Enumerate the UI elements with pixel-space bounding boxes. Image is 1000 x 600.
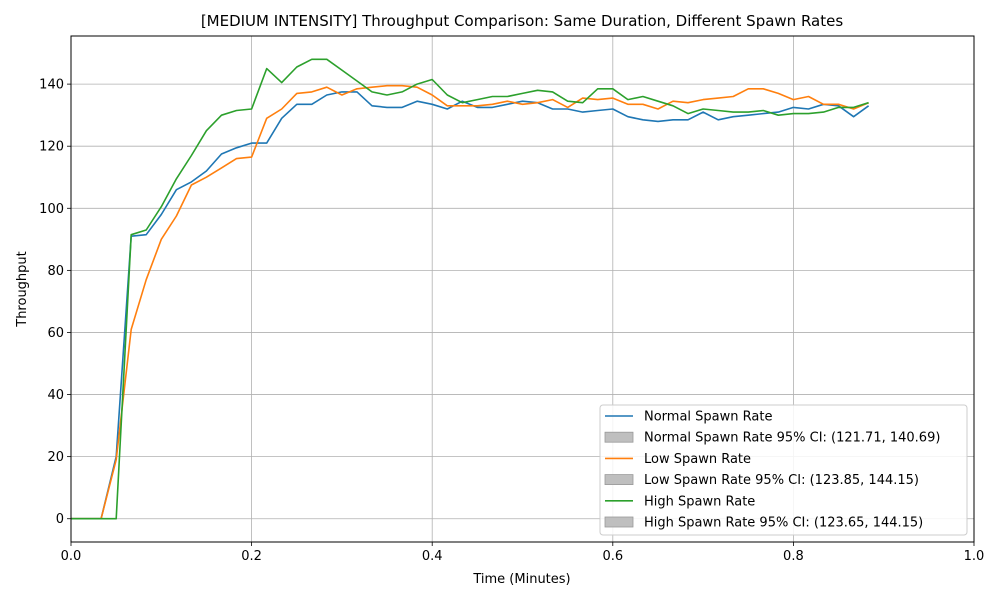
x-tick-label: 1.0: [964, 549, 985, 564]
y-tick-label: 120: [39, 140, 64, 155]
legend-patch-swatch: [604, 516, 634, 528]
legend-label: Low Spawn Rate: [644, 452, 751, 467]
plot-area-frame: [70, 35, 975, 543]
y-tick-label: 60: [47, 326, 64, 341]
x-tick-label: 0.0: [61, 549, 82, 564]
x-axis-label: Time (Minutes): [472, 572, 570, 587]
legend: Normal Spawn Rate Normal Spawn Rate 95% C…: [599, 404, 968, 536]
chart-title: [MEDIUM INTENSITY] Throughput Comparison…: [201, 12, 844, 30]
legend-label: High Spawn Rate 95% CI: (123.65, 144.15): [644, 516, 923, 531]
series-line-low-spawn-rate: [71, 84, 869, 520]
y-tick-label: 40: [47, 388, 64, 403]
legend-label: Normal Spawn Rate 95% CI: (121.71, 140.6…: [644, 431, 940, 446]
y-axis-label: Throughput: [15, 251, 30, 328]
y-tick-label: 100: [39, 202, 64, 217]
legend-label: High Spawn Rate: [644, 494, 755, 509]
y-axis-ticks: 0 20 40 60 80 100 120 140: [39, 78, 71, 527]
series-line-high-spawn-rate: [71, 58, 869, 520]
y-tick-label: 0: [56, 512, 64, 527]
x-tick-label: 0.8: [783, 549, 804, 564]
series-line-normal-spawn-rate: [71, 91, 870, 520]
legend-label: Normal Spawn Rate: [644, 410, 772, 425]
y-tick-label: 20: [47, 450, 64, 465]
legend-patch-swatch: [604, 474, 634, 486]
plot-lines: [71, 58, 870, 520]
x-axis-ticks: 0.0 0.2 0.4 0.6 0.8 1.0: [61, 542, 985, 564]
x-tick-label: 0.2: [241, 549, 262, 564]
y-tick-label: 80: [47, 264, 64, 279]
legend-box: [599, 404, 968, 536]
x-tick-label: 0.4: [422, 549, 443, 564]
legend-patch-swatch: [604, 431, 634, 443]
legend-label: Low Spawn Rate 95% CI: (123.85, 144.15): [644, 473, 919, 488]
y-tick-label: 140: [39, 78, 64, 93]
x-tick-label: 0.6: [602, 549, 623, 564]
